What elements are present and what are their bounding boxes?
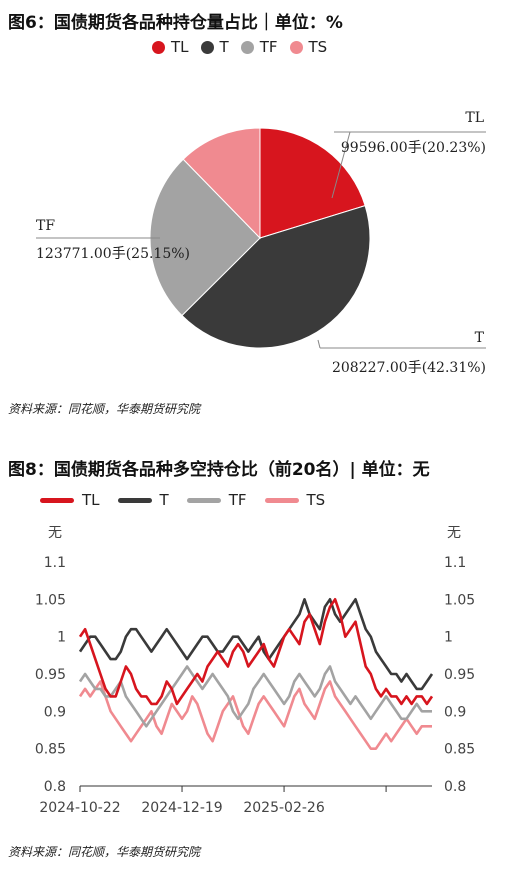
- legend-item-ts: TS: [289, 38, 328, 56]
- t-leader-line: [317, 339, 321, 349]
- legend2-swatch-tl: [40, 497, 74, 503]
- y-tick-left-1: 1.05: [35, 592, 66, 608]
- y-tick-left-2: 1: [57, 630, 66, 646]
- pie-slice-t: [181, 204, 371, 349]
- legend-swatch-t: [200, 40, 214, 54]
- chart2-title: 图8：国债期货各品种多空持仓比（前20名）| 单位：无: [8, 460, 430, 480]
- legend-item-t: T: [200, 38, 229, 56]
- pie-slice-ts: [182, 127, 261, 240]
- legend2-label-tf: TF: [228, 491, 247, 509]
- y-tick-left-6: 0.8: [44, 779, 66, 795]
- x-tick-label-1: 2024-12-19: [141, 800, 222, 816]
- legend-label-t: T: [219, 38, 229, 56]
- legend-swatch-tf: [240, 40, 254, 54]
- y-tick-left-4: 0.9: [44, 704, 66, 720]
- legend2-swatch-tf: [186, 497, 221, 503]
- y-unit-left: 无: [48, 525, 62, 541]
- y-tick-right-1: 1.05: [444, 592, 475, 608]
- legend2-item-tf: TF: [186, 491, 247, 509]
- tf-callout-name: TF: [36, 218, 55, 234]
- legend2-label-t: T: [159, 491, 169, 509]
- legend-item-tl: TL: [152, 38, 189, 56]
- legend2-label-tl: TL: [82, 491, 100, 509]
- series-line-tf: [78, 665, 432, 728]
- series-line-ts: [78, 680, 432, 750]
- y-tick-right-5: 0.85: [444, 742, 475, 758]
- legend-swatch-ts: [289, 40, 303, 54]
- pie-chart: TL 99596.00手(20.23%) T 208227.00手(42.31%…: [36, 110, 486, 376]
- y-tick-left-5: 0.85: [35, 742, 66, 758]
- t-callout-name: T: [475, 330, 485, 346]
- legend2-item-tl: TL: [40, 491, 100, 509]
- legend2-item-t: T: [117, 491, 169, 509]
- x-tick-label-0: 2024-10-22: [39, 800, 120, 816]
- y-tick-right-6: 0.8: [444, 779, 466, 795]
- y-tick-left-0: 1.1: [44, 555, 66, 571]
- tl-leader-line: [331, 131, 351, 199]
- legend-label-tl: TL: [171, 38, 189, 56]
- pie-slice-tf: [149, 158, 261, 317]
- y-tick-right-0: 1.1: [444, 555, 466, 571]
- x-tick-label-2: 2025-02-26: [243, 800, 324, 816]
- chart2-source: 资料来源：同花顺，华泰期货研究院: [8, 845, 201, 859]
- chart1-legend: TL T TF TS: [152, 38, 339, 56]
- legend-label-ts: TS: [308, 38, 328, 56]
- y-tick-right-4: 0.9: [444, 704, 466, 720]
- tl-callout-name: TL: [465, 110, 484, 126]
- series-line-tl: [78, 598, 434, 706]
- legend-label-tf: TF: [259, 38, 278, 56]
- pie-slice-tl: [259, 127, 366, 239]
- legend2-item-ts: TS: [264, 491, 326, 509]
- t-callout-value: 208227.00手(42.31%): [332, 360, 486, 376]
- legend2-swatch-ts: [264, 497, 299, 503]
- legend2-label-ts: TS: [306, 491, 326, 509]
- tl-callout-value: 99596.00手(20.23%): [341, 140, 486, 156]
- legend2-swatch-t: [117, 497, 152, 503]
- y-unit-right: 无: [447, 525, 461, 541]
- y-tick-right-2: 1: [444, 630, 453, 646]
- y-tick-left-3: 0.95: [35, 667, 66, 683]
- chart1-title: 图6：国债期货各品种持仓量占比｜单位：%: [8, 13, 343, 33]
- series-line-t: [78, 598, 434, 691]
- y-tick-right-3: 0.95: [444, 667, 475, 683]
- tf-callout-value: 123771.00手(25.15%): [36, 246, 190, 262]
- chart2-legend: TL T TF TS: [40, 491, 337, 509]
- legend-swatch-tl: [152, 40, 165, 54]
- legend-item-tf: TF: [240, 38, 278, 56]
- line-chart: 无 无 1.1 1.05 1 0.95 0.9 0.85 0.8 1.1 1.05 1 0.95 0…: [35, 525, 475, 816]
- chart1-source: 资料来源：同花顺，华泰期货研究院: [8, 402, 201, 416]
